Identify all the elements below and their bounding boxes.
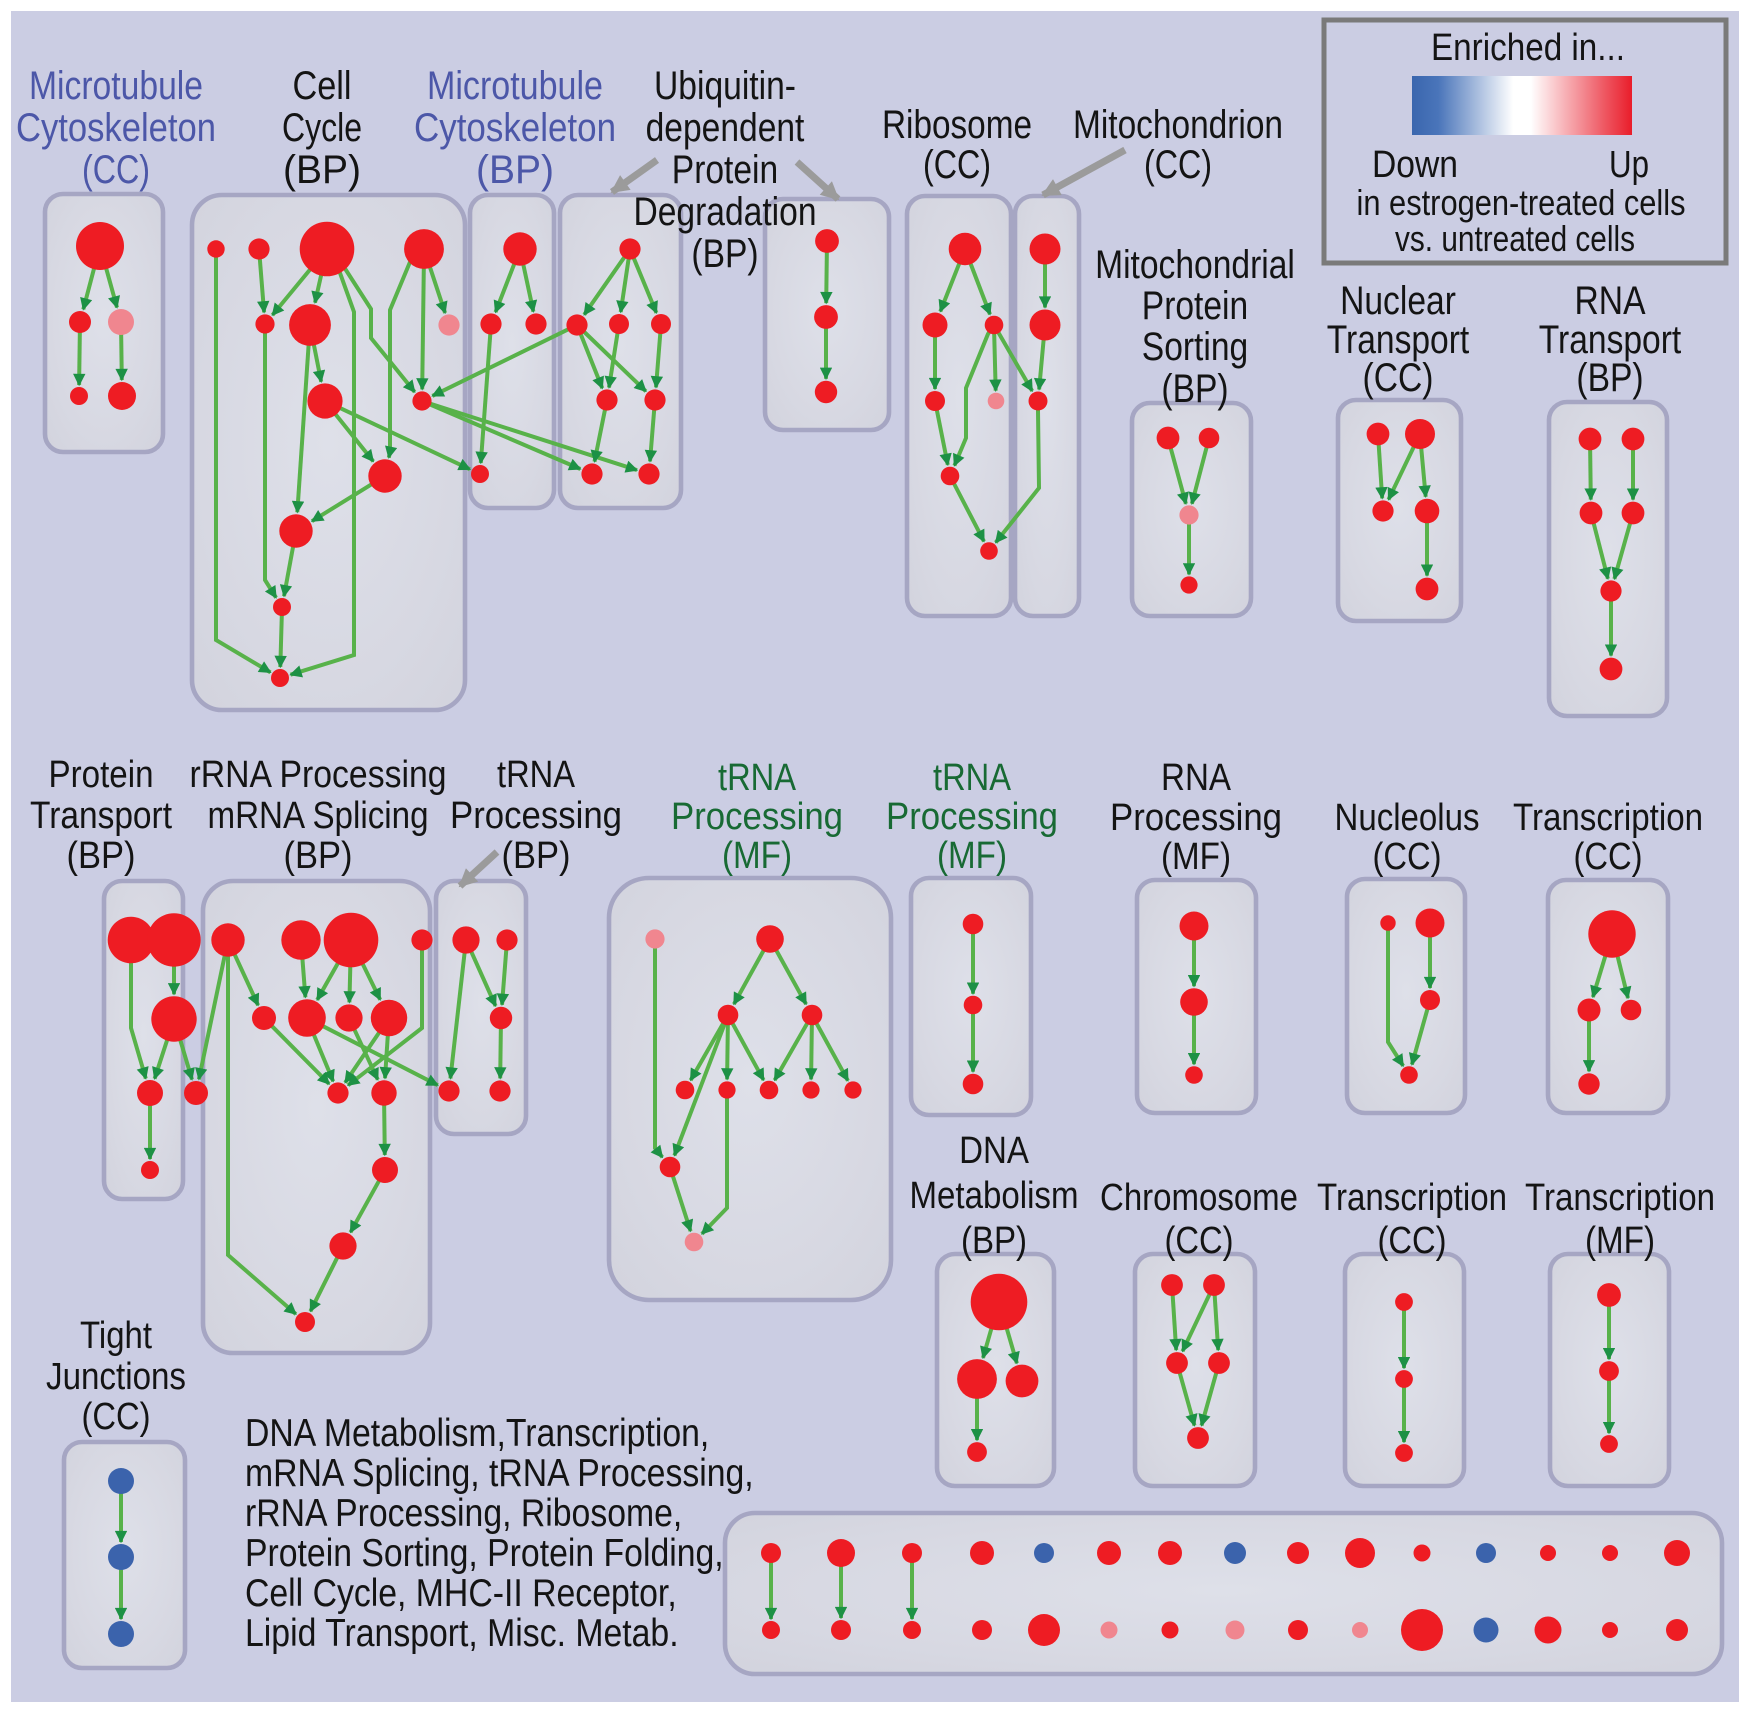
svg-text:Down: Down [1372, 144, 1458, 186]
svg-text:Up: Up [1609, 144, 1649, 186]
svg-text:Enriched in...: Enriched in... [1431, 27, 1625, 69]
svg-text:Transcription(CC): Transcription (CC) [1317, 1177, 1507, 1262]
svg-text:Transcription(CC): Transcription (CC) [1513, 797, 1703, 878]
svg-text:in estrogen-treated cells: in estrogen-treated cells [1357, 182, 1686, 223]
svg-text:Mitochondrion(CC): Mitochondrion (CC) [1073, 103, 1283, 187]
svg-text:vs. untreated cells: vs. untreated cells [1395, 218, 1635, 259]
svg-text:Transcription(MF): Transcription (MF) [1525, 1177, 1715, 1262]
svg-text:Nucleolus(CC): Nucleolus (CC) [1335, 797, 1480, 878]
svg-text:Chromosome(CC): Chromosome (CC) [1100, 1177, 1298, 1262]
svg-text:Ribosome(CC): Ribosome (CC) [882, 103, 1032, 187]
svg-text:DNA Metabolism,Transcription,m: DNA Metabolism,Transcription, mRNA Splici… [245, 1412, 754, 1655]
